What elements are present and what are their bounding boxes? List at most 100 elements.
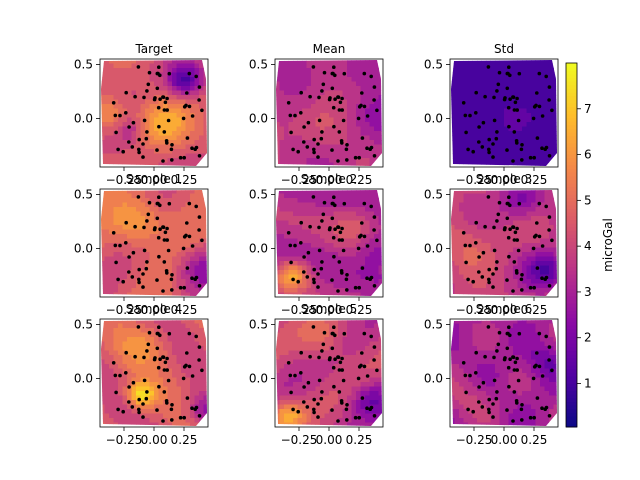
heat-cell	[351, 126, 357, 132]
heat-cell	[329, 418, 334, 423]
heat-cell	[459, 122, 464, 127]
heat-cell	[351, 198, 357, 203]
heat-cell	[360, 292, 366, 296]
heat-cell	[540, 207, 545, 212]
heat-cell	[185, 86, 191, 91]
heat-cell	[113, 382, 119, 387]
heat-cell	[194, 113, 200, 118]
heat-cell	[172, 81, 177, 87]
heat-cell	[172, 292, 177, 296]
measurement-point	[487, 277, 491, 282]
heat-cell	[306, 162, 312, 166]
heat-cell	[342, 99, 348, 105]
measurement-point	[491, 155, 495, 159]
heat-cell	[302, 413, 307, 419]
heat-cell	[284, 117, 289, 123]
heat-cell	[360, 229, 366, 235]
heat-cell	[306, 261, 312, 266]
heat-cell	[154, 68, 159, 73]
y-tick-label: 0.5	[74, 317, 93, 331]
heat-cell	[158, 320, 164, 324]
heat-cell	[540, 270, 545, 275]
heat-cell	[297, 355, 303, 360]
heat-cell	[279, 359, 285, 365]
heat-cell	[276, 234, 280, 239]
heat-cell	[167, 323, 173, 329]
heat-cell	[324, 274, 330, 280]
heat-cell	[127, 320, 132, 324]
heat-cell	[454, 220, 460, 226]
heat-cell	[297, 400, 303, 405]
measurement-point	[137, 137, 141, 142]
heat-cell	[190, 211, 195, 217]
heat-cell	[176, 355, 182, 360]
heat-cell	[315, 68, 321, 73]
heat-cell	[472, 193, 478, 199]
heat-cell	[486, 261, 491, 266]
heat-cell	[172, 135, 177, 141]
heat-cell	[276, 247, 280, 253]
heat-cell	[468, 202, 473, 208]
heat-cell	[136, 99, 141, 105]
heat-cell	[163, 104, 168, 109]
heat-cell	[517, 238, 523, 244]
heat-cell	[276, 108, 280, 114]
heat-cell	[279, 193, 285, 199]
heat-cell	[101, 216, 105, 221]
heat-cell	[288, 68, 294, 73]
heat-cell	[288, 413, 294, 419]
y-tick-label: 0.0	[424, 111, 443, 125]
heat-cell	[451, 274, 455, 280]
heat-cell	[140, 332, 146, 338]
heat-cell	[495, 60, 500, 64]
heat-cell	[333, 292, 339, 296]
heat-cell	[526, 77, 532, 82]
heat-cell	[279, 229, 285, 235]
heat-cell	[131, 68, 137, 73]
measurement-point	[162, 130, 167, 134]
heat-cell	[342, 126, 348, 132]
measurement-point	[153, 356, 157, 360]
heat-cell	[351, 279, 357, 284]
heat-cell	[490, 149, 496, 154]
heat-cell	[356, 90, 361, 96]
heat-cell	[190, 60, 195, 64]
heat-cell	[122, 95, 128, 100]
heat-cell	[315, 274, 321, 280]
heat-cell	[544, 211, 550, 217]
heat-cell	[276, 225, 280, 230]
heat-cell	[199, 413, 204, 419]
heat-cell	[553, 122, 557, 127]
heat-cell	[333, 86, 339, 91]
measurement-point	[145, 130, 149, 134]
heat-cell	[199, 404, 204, 410]
measurement-point	[375, 108, 379, 113]
heat-cell	[136, 211, 141, 217]
heat-cell	[149, 350, 155, 356]
measurement-point	[362, 201, 367, 206]
heat-cell	[329, 377, 334, 383]
heat-cell	[365, 99, 370, 105]
heat-cell	[360, 225, 366, 230]
heat-cell	[499, 261, 505, 266]
heat-cell	[176, 364, 182, 369]
heat-cell	[185, 368, 191, 374]
heat-cell	[203, 108, 207, 114]
heat-cell	[104, 72, 110, 78]
heat-cell	[531, 292, 536, 296]
measurement-point	[136, 325, 141, 329]
heat-cell	[149, 104, 155, 109]
heat-cell	[333, 243, 339, 248]
heat-cell	[526, 90, 532, 96]
heat-cell	[293, 320, 298, 324]
heat-cell	[347, 234, 352, 239]
heat-cell	[504, 256, 509, 262]
heat-cell	[149, 149, 155, 154]
heat-cell	[329, 323, 334, 329]
heat-cell	[553, 99, 557, 105]
heat-cell	[101, 149, 105, 154]
heat-cell	[333, 355, 339, 360]
measurement-point	[362, 234, 367, 239]
heat-cell	[329, 341, 334, 347]
heat-cell	[145, 328, 150, 333]
